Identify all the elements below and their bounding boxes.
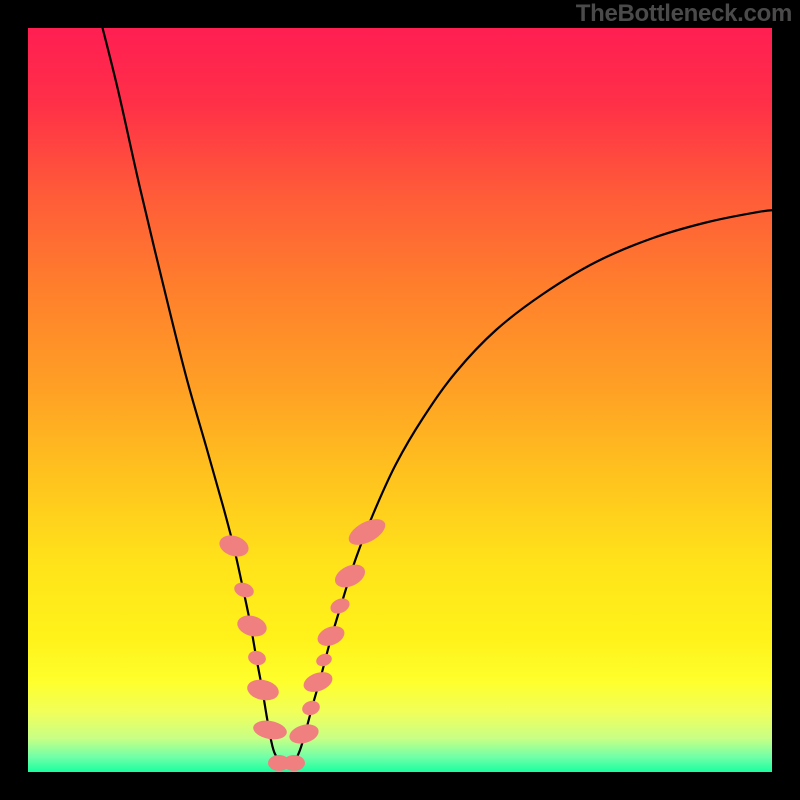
plot-background [28,28,772,772]
watermark-text: TheBottleneck.com [576,0,792,28]
chart-svg [0,0,800,800]
chart-container: TheBottleneck.com [0,0,800,800]
marker-bottom [283,755,305,771]
